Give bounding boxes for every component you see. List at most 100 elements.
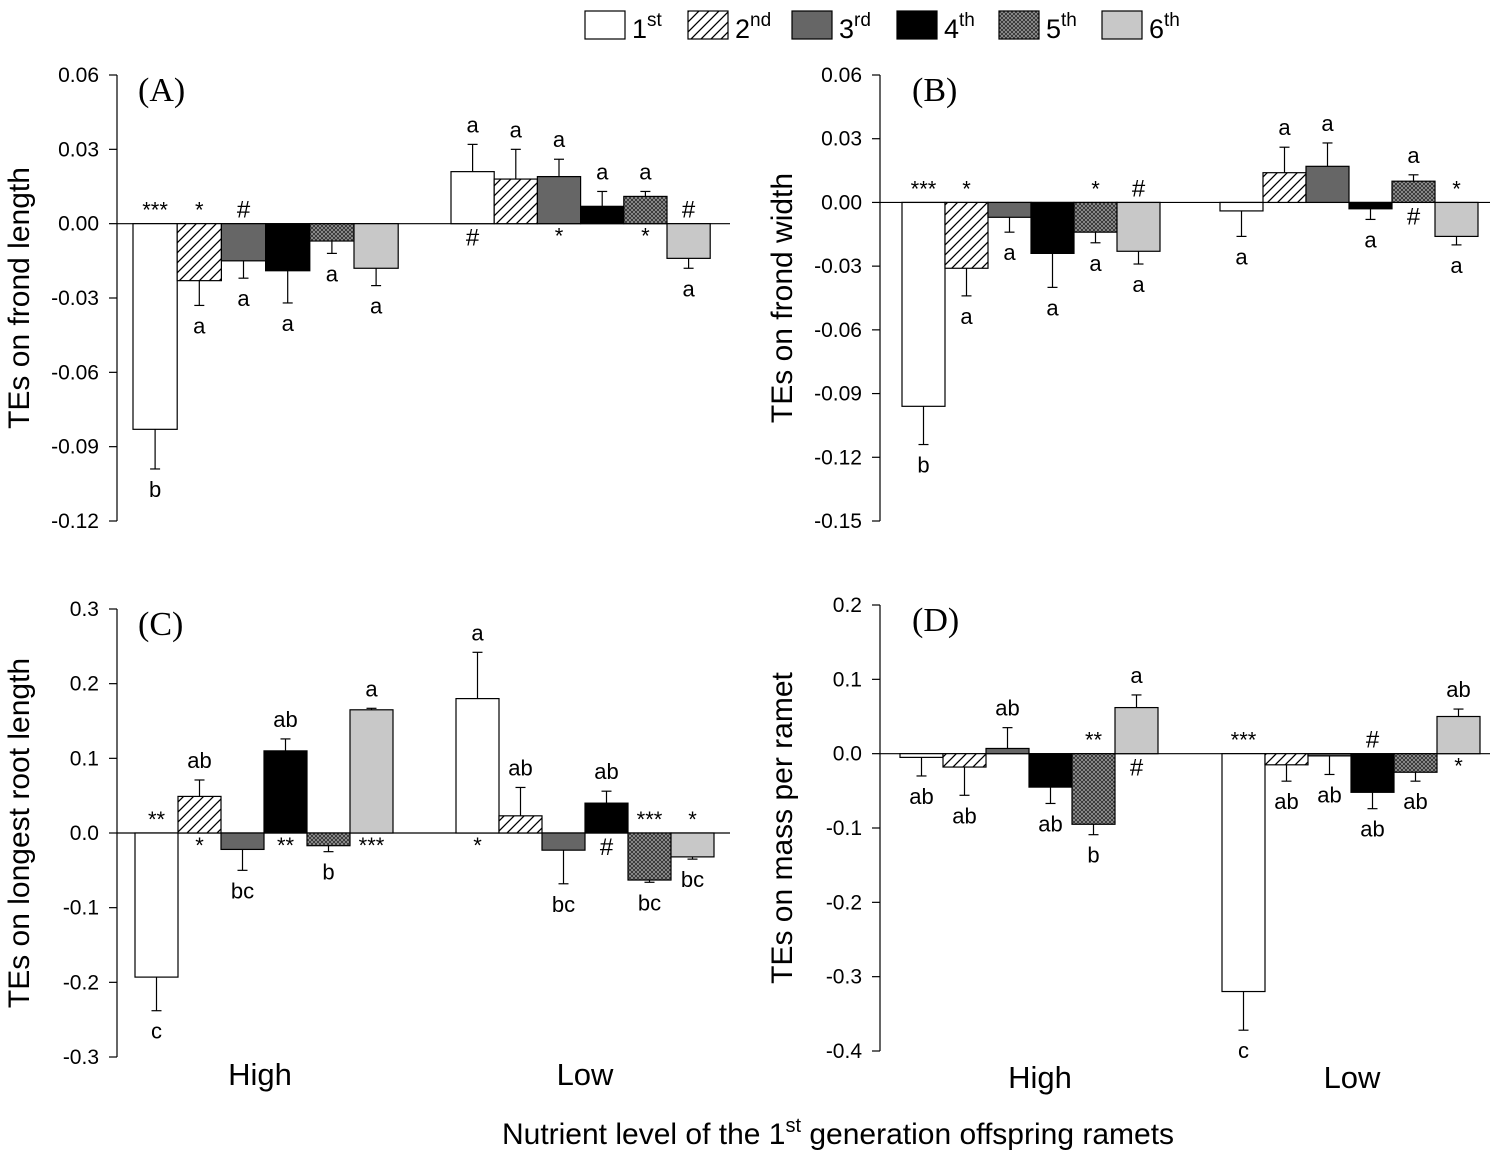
bar <box>450 171 495 225</box>
significance-letter: a <box>553 127 566 152</box>
legend-label: 3rd <box>839 10 871 44</box>
bar <box>263 750 308 834</box>
significance-letter: a <box>1278 115 1291 140</box>
significance-letter: a <box>1132 272 1145 297</box>
legend-label: 2nd <box>735 10 771 44</box>
significance-letter: c <box>1238 1038 1249 1063</box>
bar <box>306 832 351 847</box>
significance-mark: # <box>600 834 614 861</box>
bar <box>579 205 625 225</box>
panel: -0.12 -0.09 -0.06 -0.03 0.00 0.03 0.06 TEs on f… <box>3 64 730 533</box>
y-tick-label: 0.1 <box>833 668 862 691</box>
significance-mark: # <box>682 197 696 224</box>
legend: 1st 2nd 3rd 4th 5th 6th <box>584 10 1180 44</box>
category-label: Low <box>1324 1060 1381 1095</box>
significance-letter: a <box>326 261 339 286</box>
legend-swatch <box>584 10 626 40</box>
y-tick-label: 0.06 <box>58 64 99 87</box>
legend-item: 5th <box>998 10 1077 44</box>
significance-letter: a <box>1003 240 1016 265</box>
y-tick-label: 0.00 <box>821 191 862 214</box>
bar <box>942 753 987 768</box>
bar <box>627 832 672 881</box>
significance-mark: * <box>1454 754 1463 779</box>
y-axis-title: TEs on frond width <box>766 173 799 423</box>
significance-mark: * <box>195 198 204 223</box>
y-tick-label: -0.09 <box>814 383 862 406</box>
significance-letter: ab <box>1274 789 1298 814</box>
legend-item: 2nd <box>687 10 771 44</box>
y-tick-label: 0.03 <box>58 138 99 161</box>
legend-label: 5th <box>1046 10 1077 44</box>
significance-letter: a <box>1089 251 1102 276</box>
significance-letter: a <box>1450 253 1463 278</box>
significance-letter: ab <box>909 784 933 809</box>
bar <box>265 223 311 272</box>
significance-letter: a <box>466 112 479 137</box>
bar <box>134 832 179 978</box>
bar <box>353 223 399 269</box>
significance-letter: ab <box>952 803 976 828</box>
significance-letter: a <box>1364 227 1377 252</box>
legend-item: 6th <box>1101 10 1180 44</box>
y-tick-label: -0.4 <box>826 1040 863 1063</box>
significance-mark: * <box>555 224 564 249</box>
significance-mark: * <box>641 224 650 249</box>
bar <box>901 201 946 407</box>
panel-label: (B) <box>912 72 957 109</box>
significance-mark: # <box>1132 175 1146 202</box>
y-tick-label: 0.03 <box>821 128 862 151</box>
significance-letter: a <box>237 286 250 311</box>
significance-letter: b <box>149 477 161 502</box>
y-tick-label: 0.1 <box>70 747 99 770</box>
bar <box>1221 753 1266 993</box>
y-tick-label: 0.2 <box>833 594 862 617</box>
significance-letter: a <box>1321 111 1334 136</box>
y-tick-label: -0.06 <box>51 361 99 384</box>
significance-letter: bc <box>552 892 575 917</box>
y-tick-label: -0.2 <box>63 971 99 994</box>
significance-mark: * <box>473 833 482 858</box>
significance-letter: a <box>960 304 973 329</box>
y-tick-label: -0.3 <box>826 966 862 989</box>
legend-item: 4th <box>896 10 975 44</box>
bar <box>220 223 267 262</box>
significance-letter: a <box>365 676 378 701</box>
significance-mark: ** <box>277 833 295 858</box>
bar <box>1391 180 1436 204</box>
significance-mark: *** <box>911 176 937 201</box>
significance-letter: a <box>282 311 295 336</box>
x-axis-title-text: Nutrient level of the 1st generation off… <box>502 1115 1174 1151</box>
bar <box>1030 201 1075 255</box>
bar <box>1028 753 1073 788</box>
bar <box>1348 201 1393 210</box>
significance-mark: * <box>195 833 204 858</box>
bar <box>1393 753 1438 773</box>
bar <box>536 175 582 225</box>
bar <box>987 201 1032 218</box>
category-label: High <box>228 1057 292 1092</box>
significance-letter: ab <box>1403 789 1427 814</box>
category-label: High <box>1008 1060 1072 1095</box>
significance-letter: bc <box>638 890 661 915</box>
bar <box>132 223 178 430</box>
significance-mark: # <box>1366 727 1380 754</box>
bar <box>176 223 222 282</box>
legend-label: 1st <box>632 10 663 44</box>
legend-swatch <box>791 10 833 40</box>
y-tick-label: -0.1 <box>63 897 99 920</box>
bar <box>1219 201 1264 212</box>
bar <box>1264 753 1309 766</box>
y-axis-title: TEs on frond length <box>3 167 36 429</box>
y-tick-label: -0.06 <box>814 319 862 342</box>
panel: -0.3 -0.2 -0.1 0.0 0.1 0.2 0.3 TEs on longest r… <box>3 598 730 1092</box>
y-tick-label: 0.0 <box>70 822 99 845</box>
significance-letter: a <box>1235 244 1248 269</box>
bar <box>1307 753 1352 757</box>
bar <box>349 709 394 834</box>
significance-mark: * <box>1091 176 1100 201</box>
bar <box>493 178 539 225</box>
significance-letter: a <box>370 294 383 319</box>
significance-mark: # <box>1407 203 1421 230</box>
